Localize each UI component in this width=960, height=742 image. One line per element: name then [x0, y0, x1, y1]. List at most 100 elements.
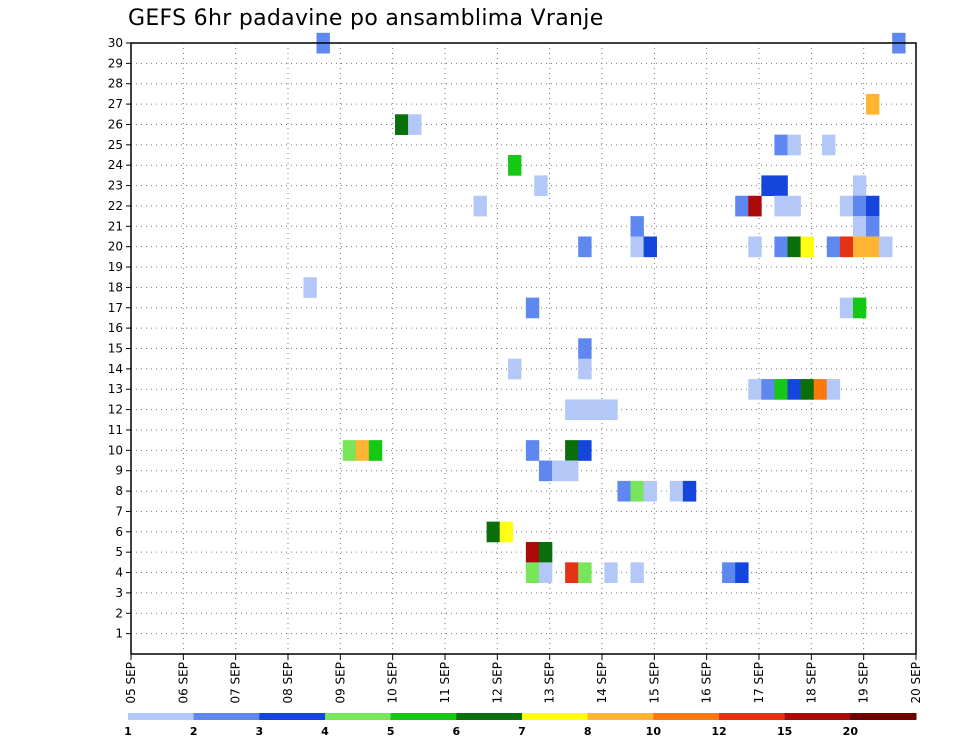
y-tick-label: 21	[108, 219, 123, 233]
heatmap-cell	[604, 562, 618, 584]
heatmap-cell	[552, 460, 566, 482]
heatmap-cell	[774, 379, 788, 400]
heatmap-cell	[866, 236, 880, 258]
x-tick-label: 08 SEP	[281, 662, 295, 704]
x-tick-label: 09 SEP	[333, 662, 347, 704]
y-tick-label: 9	[115, 464, 123, 478]
heatmap-cell	[617, 480, 631, 502]
heatmap-cell	[578, 358, 592, 380]
x-tick-label: 15 SEP	[647, 662, 661, 704]
y-tick-label: 4	[115, 566, 123, 580]
chart-title: GEFS 6hr padavine po ansamblima Vranje	[128, 6, 604, 31]
x-tick-label: 10 SEP	[386, 662, 400, 704]
heatmap-cell	[852, 297, 867, 319]
heatmap-cell	[774, 195, 788, 217]
heatmap-cell	[408, 114, 422, 135]
y-tick-label: 22	[108, 199, 123, 213]
y-tick-label: 6	[115, 525, 123, 539]
heatmap-cell	[303, 277, 317, 298]
heatmap-cell	[839, 195, 854, 217]
legend-label: 8	[584, 725, 592, 738]
heatmap-cell	[630, 236, 644, 258]
heatmap-cell	[508, 155, 522, 176]
legend-swatch	[325, 713, 392, 720]
heatmap-cell	[822, 134, 836, 156]
heatmap-cell	[826, 236, 841, 258]
heatmap-cell	[774, 236, 788, 258]
legend-label: 12	[711, 725, 726, 738]
y-tick-label: 28	[108, 77, 123, 91]
heatmap-cell	[499, 521, 514, 543]
heatmap-cell	[525, 297, 540, 319]
legend-label: 2	[190, 725, 198, 738]
heatmap-cell	[826, 379, 841, 400]
legend-swatch	[193, 713, 260, 720]
x-tick-label: 18 SEP	[804, 662, 818, 704]
x-tick-label: 11 SEP	[438, 662, 452, 704]
heatmap-cell	[852, 236, 867, 258]
y-tick-label: 27	[108, 97, 123, 111]
y-tick-label: 25	[108, 138, 123, 152]
heatmap-cell	[355, 440, 370, 461]
heatmap-cell	[534, 175, 548, 197]
x-tick-label: 07 SEP	[229, 662, 243, 704]
heatmap-cell	[604, 399, 618, 421]
x-tick-label: 12 SEP	[490, 662, 504, 704]
y-tick-label: 26	[108, 117, 123, 131]
heatmap-cell	[538, 562, 553, 584]
legend-swatch	[719, 713, 786, 720]
heatmap-cell	[879, 236, 893, 258]
legend-swatch	[784, 713, 851, 720]
legend-label: 5	[387, 725, 395, 738]
y-tick-label: 5	[115, 545, 123, 559]
legend-swatch	[522, 713, 589, 720]
heatmap-cell	[735, 562, 749, 584]
heatmap-cell	[538, 541, 553, 563]
y-tick-label: 10	[108, 443, 123, 457]
heatmap-cell	[866, 195, 880, 217]
heatmap-cell	[395, 114, 409, 135]
heatmap-cell	[578, 236, 592, 258]
heatmap-cell	[565, 562, 579, 584]
legend-swatch	[653, 713, 720, 720]
y-tick-label: 24	[108, 158, 123, 172]
y-tick-label: 12	[108, 403, 123, 417]
heatmap-cell	[787, 236, 801, 258]
legend-label: 6	[453, 725, 461, 738]
x-tick-label: 13 SEP	[543, 662, 557, 704]
heatmap-cell	[578, 440, 592, 461]
heatmap-cell	[866, 93, 880, 115]
legend-label: 20	[843, 725, 859, 738]
y-tick-label: 3	[115, 586, 123, 600]
legend-label: 1	[124, 725, 132, 738]
legend-swatch	[128, 713, 195, 720]
heatmap-cell	[630, 216, 644, 237]
legend-label: 15	[777, 725, 792, 738]
legend-swatch	[390, 713, 457, 720]
y-tick-label: 13	[108, 382, 123, 396]
x-tick-label: 19 SEP	[857, 662, 871, 704]
heatmap-cell	[761, 175, 775, 197]
y-tick-label: 1	[115, 627, 123, 641]
y-tick-label: 11	[108, 423, 123, 437]
x-tick-label: 05 SEP	[124, 662, 138, 704]
y-tick-label: 19	[108, 260, 123, 274]
heatmap-cell	[669, 480, 684, 502]
heatmap-cell	[800, 379, 814, 400]
heatmap-cell	[748, 236, 762, 258]
y-tick-label: 14	[108, 362, 123, 376]
legend-swatch	[259, 713, 326, 720]
heatmap-cell	[839, 297, 854, 319]
legend-label: 3	[256, 725, 264, 738]
y-tick-label: 18	[108, 280, 123, 294]
heatmap-cell	[800, 236, 814, 258]
x-tick-label: 06 SEP	[176, 662, 190, 704]
y-tick-label: 17	[108, 301, 123, 315]
heatmap-cell	[787, 134, 801, 156]
legend-label: 4	[321, 725, 329, 738]
heatmap-cell	[525, 541, 540, 563]
y-tick-label: 2	[115, 606, 123, 620]
x-tick-label: 16 SEP	[700, 662, 714, 704]
heatmap-cell	[565, 460, 579, 482]
heatmap-cell	[866, 216, 880, 237]
